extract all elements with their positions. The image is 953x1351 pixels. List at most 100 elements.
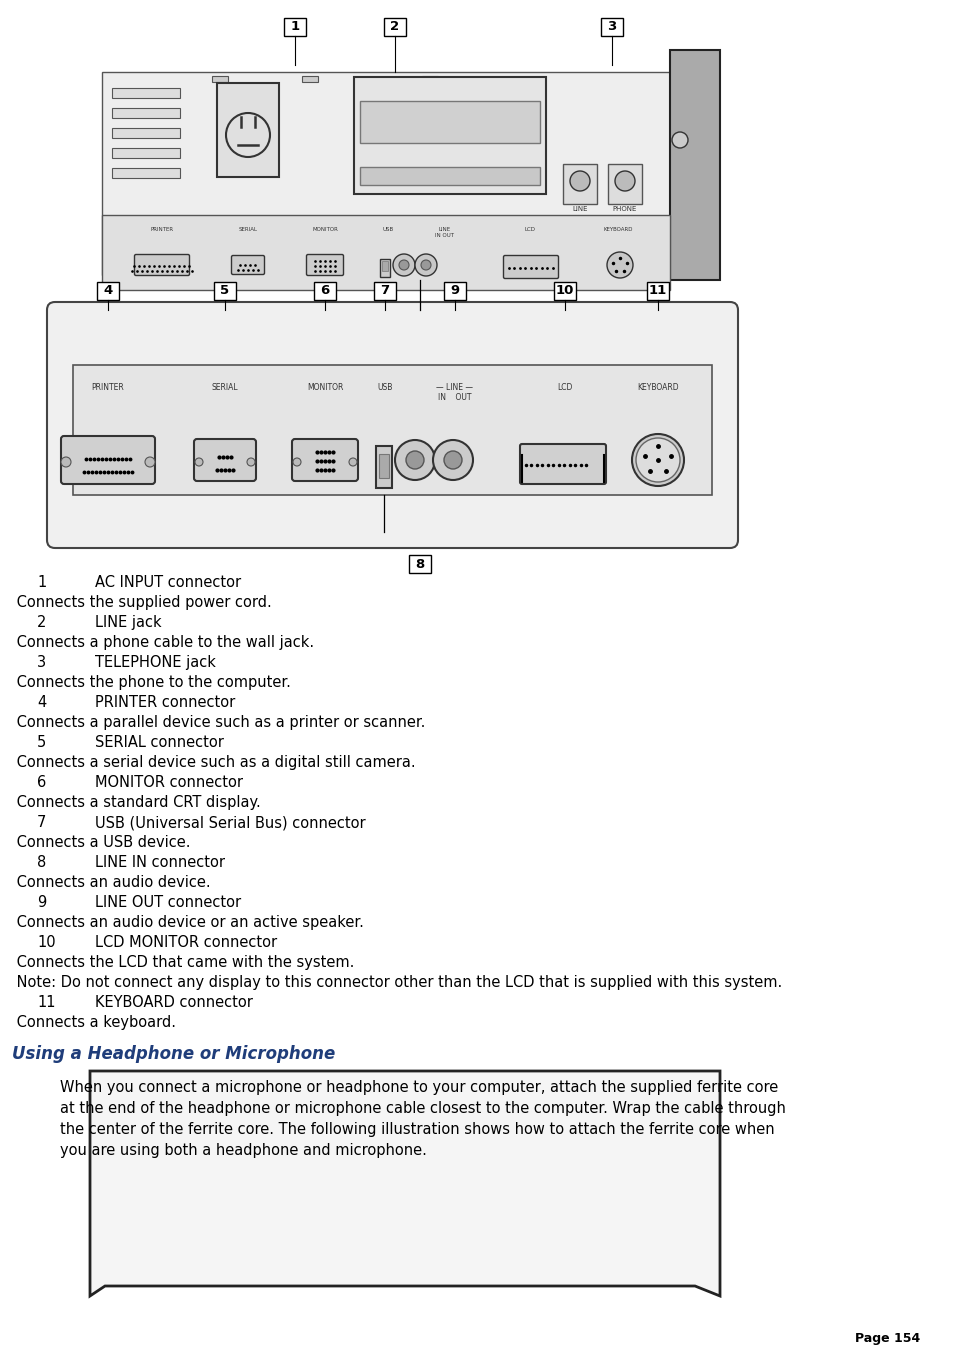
Circle shape — [569, 172, 589, 190]
Text: Connects an audio device.: Connects an audio device. — [12, 875, 211, 890]
Circle shape — [606, 253, 633, 278]
Text: 1: 1 — [290, 20, 299, 34]
Bar — [381, 261, 388, 272]
Text: 5: 5 — [220, 285, 230, 297]
FancyBboxPatch shape — [554, 282, 576, 300]
Bar — [378, 454, 389, 478]
Circle shape — [443, 451, 461, 469]
Text: 2: 2 — [390, 20, 399, 34]
Bar — [112, 108, 180, 118]
Text: USB: USB — [382, 227, 394, 232]
FancyBboxPatch shape — [284, 18, 306, 36]
Text: Connects the LCD that came with the system.: Connects the LCD that came with the syst… — [12, 955, 354, 970]
Text: 8: 8 — [37, 855, 46, 870]
Circle shape — [349, 458, 356, 466]
Circle shape — [194, 458, 203, 466]
Text: Using a Headphone or Microphone: Using a Headphone or Microphone — [12, 1046, 335, 1063]
Text: Connects the phone to the computer.: Connects the phone to the computer. — [12, 676, 291, 690]
Text: Connects a keyboard.: Connects a keyboard. — [12, 1015, 175, 1029]
Text: 11: 11 — [648, 285, 666, 297]
Bar — [375, 446, 392, 488]
Text: PHONE: PHONE — [612, 205, 637, 212]
Text: 3: 3 — [607, 20, 616, 34]
FancyBboxPatch shape — [519, 444, 605, 484]
Circle shape — [398, 259, 409, 270]
Text: 8: 8 — [415, 558, 424, 570]
Text: Connects a serial device such as a digital still camera.: Connects a serial device such as a digit… — [12, 755, 416, 770]
Bar — [73, 365, 711, 494]
Circle shape — [420, 259, 431, 270]
FancyBboxPatch shape — [443, 282, 465, 300]
Text: KEYBOARD connector: KEYBOARD connector — [95, 994, 253, 1011]
Circle shape — [415, 254, 436, 276]
Text: 1: 1 — [37, 576, 46, 590]
Bar — [112, 149, 180, 158]
Text: USB: USB — [377, 382, 393, 392]
Circle shape — [393, 254, 415, 276]
Text: Connects an audio device or an active speaker.: Connects an audio device or an active sp… — [12, 915, 363, 929]
Text: 9: 9 — [37, 894, 46, 911]
Text: PRINTER: PRINTER — [91, 382, 124, 392]
Text: SERIAL: SERIAL — [212, 382, 238, 392]
Circle shape — [406, 451, 423, 469]
Bar — [112, 88, 180, 99]
FancyBboxPatch shape — [562, 163, 597, 204]
FancyBboxPatch shape — [134, 254, 190, 276]
FancyBboxPatch shape — [193, 439, 255, 481]
Bar — [112, 168, 180, 178]
Text: you are using both a headphone and microphone.: you are using both a headphone and micro… — [60, 1143, 426, 1158]
FancyBboxPatch shape — [600, 18, 622, 36]
Text: at the end of the headphone or microphone cable closest to the computer. Wrap th: at the end of the headphone or microphon… — [60, 1101, 785, 1116]
Circle shape — [636, 438, 679, 482]
Text: 5: 5 — [37, 735, 46, 750]
FancyBboxPatch shape — [306, 254, 343, 276]
Text: MONITOR: MONITOR — [307, 382, 343, 392]
Text: 2: 2 — [37, 615, 47, 630]
Text: 7: 7 — [380, 285, 389, 297]
Circle shape — [433, 440, 473, 480]
Text: PRINTER connector: PRINTER connector — [95, 694, 235, 711]
FancyBboxPatch shape — [97, 282, 119, 300]
Bar — [102, 215, 669, 290]
Circle shape — [61, 457, 71, 467]
Text: LINE: LINE — [572, 205, 587, 212]
Text: MONITOR: MONITOR — [312, 227, 337, 232]
Text: TELEPHONE jack: TELEPHONE jack — [95, 655, 215, 670]
FancyBboxPatch shape — [607, 163, 641, 204]
Text: MONITOR connector: MONITOR connector — [95, 775, 243, 790]
Text: LINE OUT connector: LINE OUT connector — [95, 894, 241, 911]
Text: LINE jack: LINE jack — [95, 615, 161, 630]
Text: Connects a parallel device such as a printer or scanner.: Connects a parallel device such as a pri… — [12, 715, 425, 730]
Text: 10: 10 — [37, 935, 55, 950]
Text: 4: 4 — [103, 285, 112, 297]
Bar — [212, 76, 228, 82]
FancyBboxPatch shape — [292, 439, 357, 481]
Text: SERIAL: SERIAL — [238, 227, 257, 232]
Text: KEYBOARD: KEYBOARD — [637, 382, 679, 392]
Circle shape — [395, 440, 435, 480]
FancyBboxPatch shape — [216, 82, 278, 177]
Text: — LINE —
IN    OUT: — LINE — IN OUT — [436, 382, 473, 403]
Text: Note: Do not connect any display to this connector other than the LCD that is su: Note: Do not connect any display to this… — [12, 975, 781, 990]
FancyBboxPatch shape — [646, 282, 668, 300]
Text: the center of the ferrite core. The following illustration shows how to attach t: the center of the ferrite core. The foll… — [60, 1121, 774, 1138]
FancyBboxPatch shape — [409, 555, 431, 573]
Bar — [102, 72, 711, 276]
FancyBboxPatch shape — [384, 18, 406, 36]
Text: KEYBOARD: KEYBOARD — [602, 227, 632, 232]
FancyBboxPatch shape — [61, 436, 154, 484]
Bar — [302, 76, 317, 82]
Text: LINE
IN OUT: LINE IN OUT — [435, 227, 454, 238]
Bar — [669, 50, 720, 280]
FancyBboxPatch shape — [354, 77, 545, 195]
Text: 9: 9 — [450, 285, 459, 297]
Bar — [359, 168, 539, 185]
Text: AC INPUT connector: AC INPUT connector — [95, 576, 241, 590]
Circle shape — [293, 458, 301, 466]
Text: 6: 6 — [320, 285, 330, 297]
Circle shape — [631, 434, 683, 486]
Bar — [359, 101, 539, 143]
Text: 6: 6 — [37, 775, 46, 790]
Text: Connects a standard CRT display.: Connects a standard CRT display. — [12, 794, 260, 811]
Text: LINE IN connector: LINE IN connector — [95, 855, 225, 870]
